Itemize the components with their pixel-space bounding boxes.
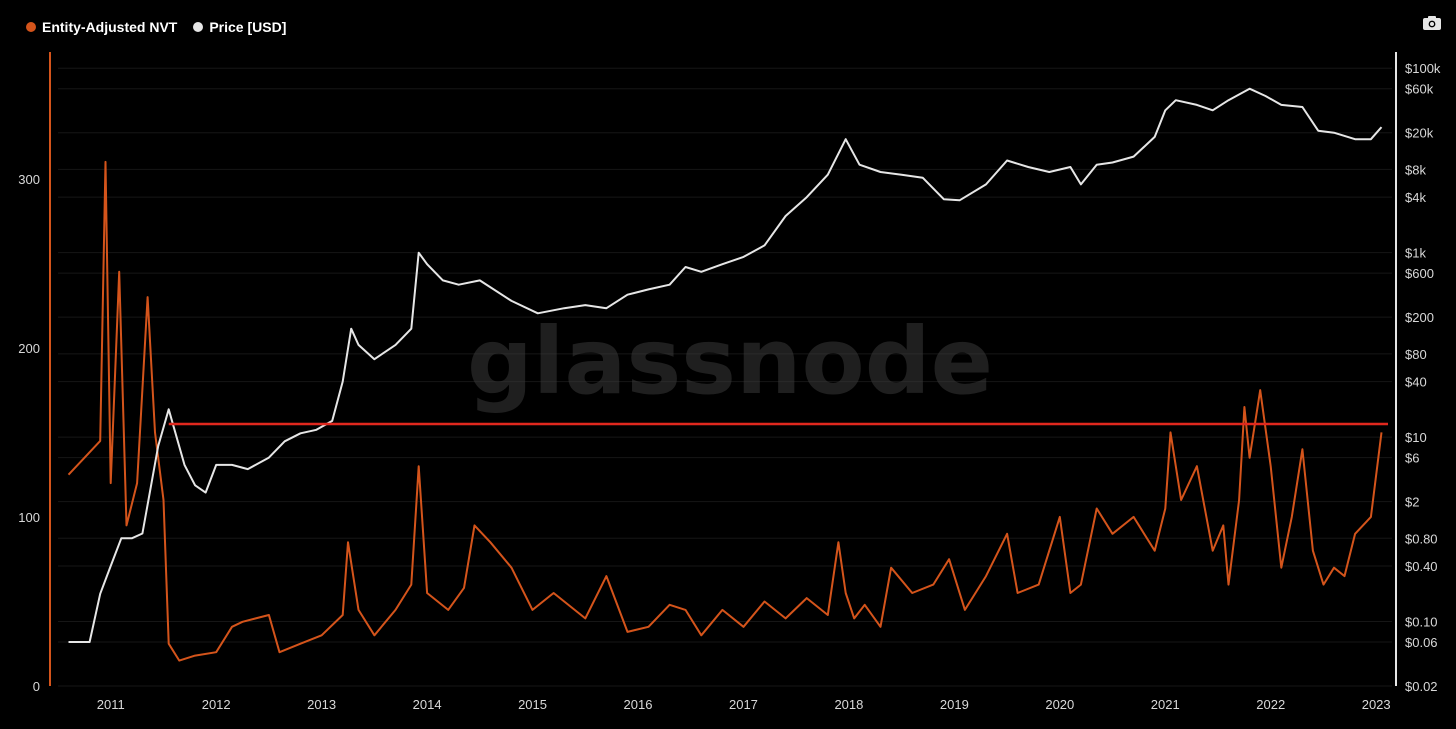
nvt-series-line	[67, 160, 1383, 662]
legend-label-price: Price [USD]	[209, 19, 287, 35]
right-tick-label: $8k	[1405, 162, 1426, 177]
right-axis: $0.02 $0.06 $0.10 $0.40 $0.80 $2 $6 $10 $40 $80 $2…	[1395, 52, 1441, 694]
legend: Entity-Adjusted NVT Price [USD]	[26, 19, 286, 35]
left-tick-label: 100	[18, 510, 40, 525]
right-tick-label: $1k	[1405, 246, 1426, 261]
right-tick-label: $0.40	[1405, 559, 1438, 574]
right-tick-label: $4k	[1405, 190, 1426, 205]
right-tick-label: $600	[1405, 266, 1434, 281]
legend-dot-nvt	[26, 22, 36, 32]
x-axis: 2011 2012 2013 2014 2015 2016 2017 2018 2019 2020…	[97, 697, 1391, 712]
right-tick-label: $10	[1405, 430, 1427, 445]
legend-item-nvt[interactable]: Entity-Adjusted NVT	[26, 19, 177, 35]
x-tick-label: 2022	[1256, 697, 1285, 712]
x-tick-label: 2021	[1151, 697, 1180, 712]
x-tick-label: 2012	[202, 697, 231, 712]
x-tick-label: 2020	[1045, 697, 1074, 712]
series-layer	[67, 87, 1388, 662]
right-tick-label: $200	[1405, 310, 1434, 325]
legend-dot-price	[193, 22, 204, 32]
right-tick-label: $40	[1405, 375, 1427, 390]
right-tick-label: $0.80	[1405, 531, 1438, 546]
right-tick-label: $0.02	[1405, 679, 1438, 694]
right-tick-label: $0.06	[1405, 635, 1438, 650]
camera-icon[interactable]	[1422, 15, 1442, 31]
right-tick-label: $2	[1405, 495, 1419, 510]
left-axis: 0 100 200 300	[18, 52, 51, 694]
x-tick-label: 2011	[97, 697, 125, 712]
right-tick-label: $20k	[1405, 126, 1434, 141]
legend-item-price[interactable]: Price [USD]	[193, 19, 286, 35]
x-tick-label: 2019	[940, 697, 969, 712]
x-tick-label: 2016	[624, 697, 653, 712]
x-tick-label: 2017	[729, 697, 758, 712]
x-tick-label: 2013	[307, 697, 336, 712]
x-tick-label: 2023	[1362, 697, 1391, 712]
price-series-line	[68, 87, 1383, 643]
right-tick-label: $0.10	[1405, 615, 1438, 630]
left-tick-label: 0	[33, 679, 40, 694]
left-tick-label: 300	[18, 172, 40, 187]
x-tick-label: 2018	[834, 697, 863, 712]
legend-label-nvt: Entity-Adjusted NVT	[42, 19, 178, 35]
x-tick-label: 2015	[518, 697, 547, 712]
watermark: glassnode	[467, 308, 993, 415]
right-tick-label: $100k	[1405, 61, 1441, 76]
right-tick-label: $6	[1405, 451, 1419, 466]
left-tick-label: 200	[18, 341, 40, 356]
x-tick-label: 2014	[413, 697, 442, 712]
right-tick-label: $80	[1405, 347, 1427, 362]
right-tick-label: $60k	[1405, 82, 1434, 97]
